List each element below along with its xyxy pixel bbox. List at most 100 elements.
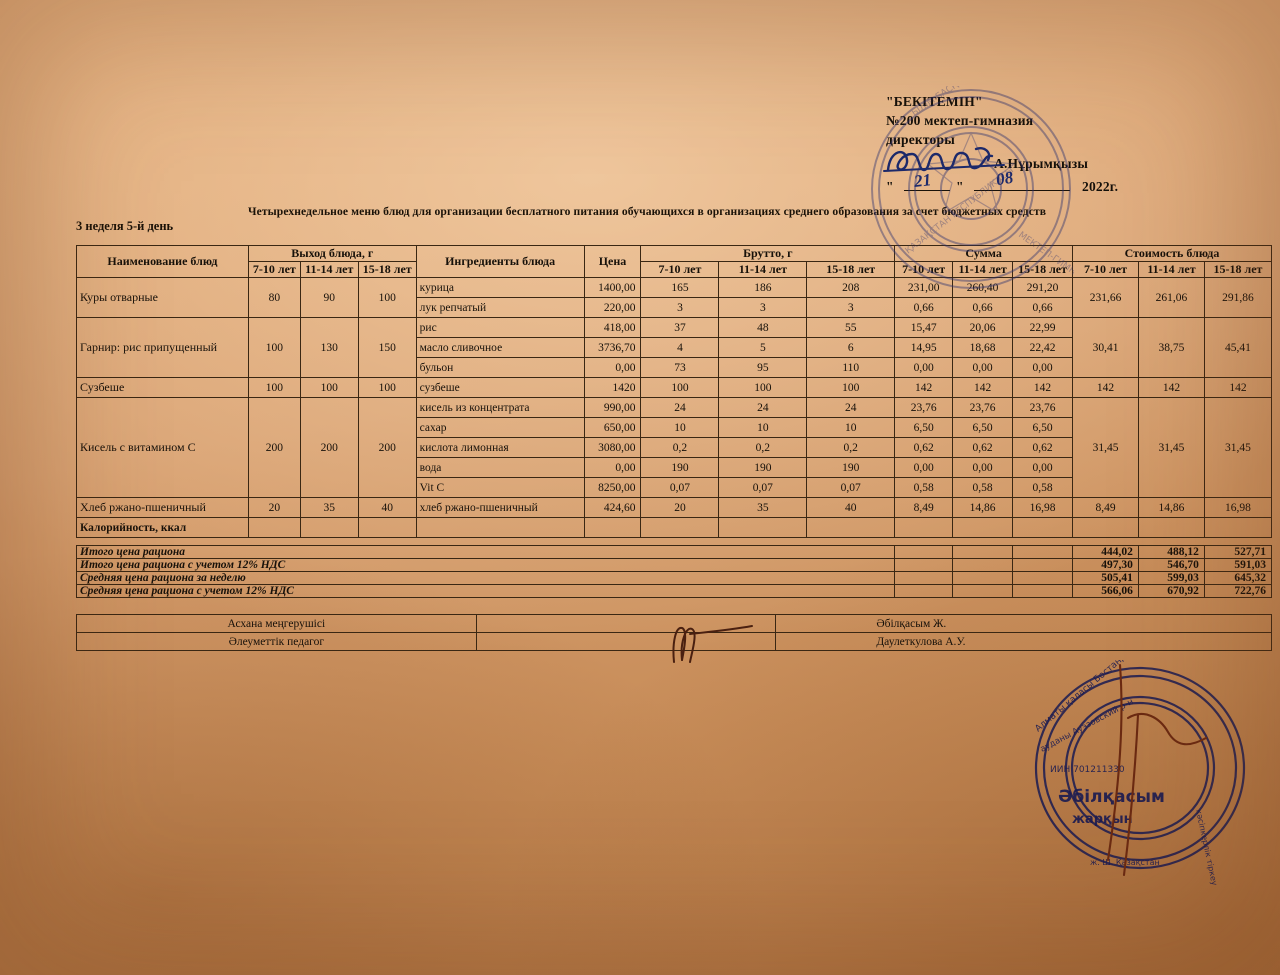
director-signature-line: А.Нұрымқызы: [886, 149, 1216, 175]
cell-brutto-0: 24: [640, 397, 720, 418]
cell-ingredient-name: лук репчатый: [415, 297, 585, 318]
cell-cost-1: 31,45: [1137, 397, 1205, 498]
approval-block: "БЕКІТЕМІН" №200 мектеп-гимназия директо…: [886, 92, 1216, 197]
cell-sum-0: 15,47: [894, 317, 954, 338]
cell-total-value-1: 670,92: [1137, 584, 1205, 598]
cell-ingredient-name: рис: [415, 317, 585, 338]
cell-cost-2: 31,45: [1203, 397, 1273, 498]
cell-sum-1: 0,66: [952, 297, 1014, 318]
cell-total-value-0: 505,41: [1071, 571, 1139, 585]
cell-ingredient-name: кислота лимонная: [415, 437, 585, 458]
cell-empty: [247, 517, 301, 538]
signature-row: Әлеуметтік педагог Даулеткулова А.У.: [76, 632, 1272, 651]
cell-brutto-2: 0,07: [806, 477, 896, 498]
signature-row: Асхана меңгерушісі Әбілқасым Ж.: [76, 614, 1272, 633]
cell-sum-1: 23,76: [952, 397, 1014, 418]
cell-empty: [1137, 517, 1205, 538]
th-price: Цена: [583, 245, 642, 278]
cell-output-1: 35: [299, 497, 359, 518]
cell-brutto-0: 73: [640, 357, 720, 378]
cell-cost-0: 142: [1072, 377, 1139, 398]
cell-sign-name: Әбілқасым Ж.: [775, 614, 1272, 633]
cell-output-1: 90: [299, 277, 359, 318]
th-output: Выход блюда, г: [247, 245, 417, 262]
director-name: А.Нұрымқызы: [994, 156, 1089, 171]
cell-sum-2: 23,76: [1012, 397, 1074, 418]
cell-brutto-2: 100: [806, 377, 896, 398]
cell-cost-1: 14,86: [1137, 497, 1205, 518]
cell-sum-1: 0,62: [952, 437, 1014, 458]
svg-text:Алматы қаласы Бостандық: Алматы қаласы Бостандық: [1034, 660, 1139, 734]
cell-brutto-2: 190: [806, 457, 896, 478]
svg-text:жарқын: жарқын: [1072, 812, 1133, 827]
cell-price: 1420: [583, 377, 642, 398]
cell-output-0: 80: [247, 277, 301, 318]
cell-blank: [894, 558, 954, 572]
table-row: Куры отварные 80 90 100 курица 1400,00 165 186 2…: [76, 277, 1273, 318]
approval-line-2: №200 мектеп-гимназия: [886, 113, 1034, 128]
menu-table-head: Наименование блюд Выход блюда, г Ингреди…: [76, 245, 1273, 278]
cell-output-2: 100: [357, 377, 417, 398]
approval-line-3: директоры: [886, 132, 955, 147]
cell-blank: [1012, 545, 1073, 559]
cell-brutto-1: 3: [718, 297, 808, 318]
cell-empty: [1203, 517, 1273, 538]
cell-empty: [357, 517, 417, 538]
cell-empty: [299, 517, 359, 538]
cell-sum-2: 0,58: [1012, 477, 1074, 498]
th-sum: Сумма: [894, 245, 1074, 262]
cell-price: 1400,00: [583, 277, 642, 298]
cell-ingredient-name: сахар: [415, 417, 585, 438]
cell-brutto-2: 208: [806, 277, 896, 298]
cell-empty: [1012, 517, 1074, 538]
cell-total-value-2: 645,32: [1203, 571, 1273, 585]
cell-empty: [806, 517, 896, 538]
cell-brutto-2: 55: [806, 317, 896, 338]
cell-sum-1: 14,86: [952, 497, 1014, 518]
approval-date-line: " " 2022г. 21 08: [886, 168, 1216, 197]
approval-year: 2022г.: [1082, 179, 1119, 194]
cell-calories-label: Калорийность, ккал: [76, 517, 249, 538]
cell-blank: [952, 571, 1014, 585]
cell-sum-2: 291,20: [1012, 277, 1074, 298]
cell-sum-0: 0,00: [894, 457, 954, 478]
cell-cost-0: 31,45: [1072, 397, 1139, 498]
cell-ingredient-name: бульон: [415, 357, 585, 378]
cell-brutto-1: 0,2: [718, 437, 808, 458]
cell-ingredient-name: Vit C: [415, 477, 585, 498]
cell-sign-space: [475, 614, 777, 633]
cell-sum-2: 16,98: [1012, 497, 1074, 518]
table-row: Сузбеше 100 100 100 сузбеше 1420 100 100 100 142 1…: [76, 377, 1273, 398]
cell-empty: [1072, 517, 1139, 538]
cell-cost-0: 30,41: [1072, 317, 1139, 378]
cell-brutto-2: 40: [806, 497, 896, 518]
cell-brutto-0: 4: [640, 337, 720, 358]
cell-empty: [718, 517, 808, 538]
cell-output-2: 100: [357, 277, 417, 318]
cell-dish-name: Сузбеше: [76, 377, 249, 398]
cell-price: 0,00: [583, 357, 642, 378]
cell-blank: [1012, 571, 1073, 585]
document-title: Четырехнедельное меню блюд для организац…: [248, 205, 1047, 218]
cell-cost-1: 261,06: [1137, 277, 1205, 318]
header-row-1: Наименование блюд Выход блюда, г Ингреди…: [76, 245, 1272, 278]
cell-sign-role: Әлеуметтік педагог: [76, 632, 477, 651]
th-brutto-age-2: 15-18 лет: [806, 261, 896, 278]
cell-sum-2: 142: [1012, 377, 1074, 398]
th-ingredients: Ингредиенты блюда: [415, 245, 585, 278]
cell-output-0: 200: [247, 397, 301, 498]
menu-table-body: Куры отварные 80 90 100 курица 1400,00 165 186 2…: [76, 277, 1273, 538]
cell-empty: [894, 517, 954, 538]
svg-text:ж. Ш. Қазақстан: ж. Ш. Қазақстан: [1090, 858, 1160, 867]
approval-line-1: "БЕКІТЕМІН": [886, 94, 983, 109]
cell-ingredient-name: масло сливочное: [415, 337, 585, 358]
cell-brutto-1: 5: [718, 337, 808, 358]
th-output-age-1: 11-14 лет: [299, 261, 359, 278]
cell-brutto-2: 10: [806, 417, 896, 438]
cell-cost-0: 231,66: [1072, 277, 1139, 318]
cell-sum-1: 20,06: [952, 317, 1014, 338]
cell-brutto-1: 10: [718, 417, 808, 438]
totals-row: Средняя цена рациона за неделю 505,41 599,…: [75, 571, 1273, 585]
table-row: Кисель с витамином С 200 200 200 кисель из к…: [76, 397, 1273, 498]
header-row-2: 7-10 лет 11-14 лет 15-18 лет 7-10 лет 11…: [77, 261, 1273, 278]
